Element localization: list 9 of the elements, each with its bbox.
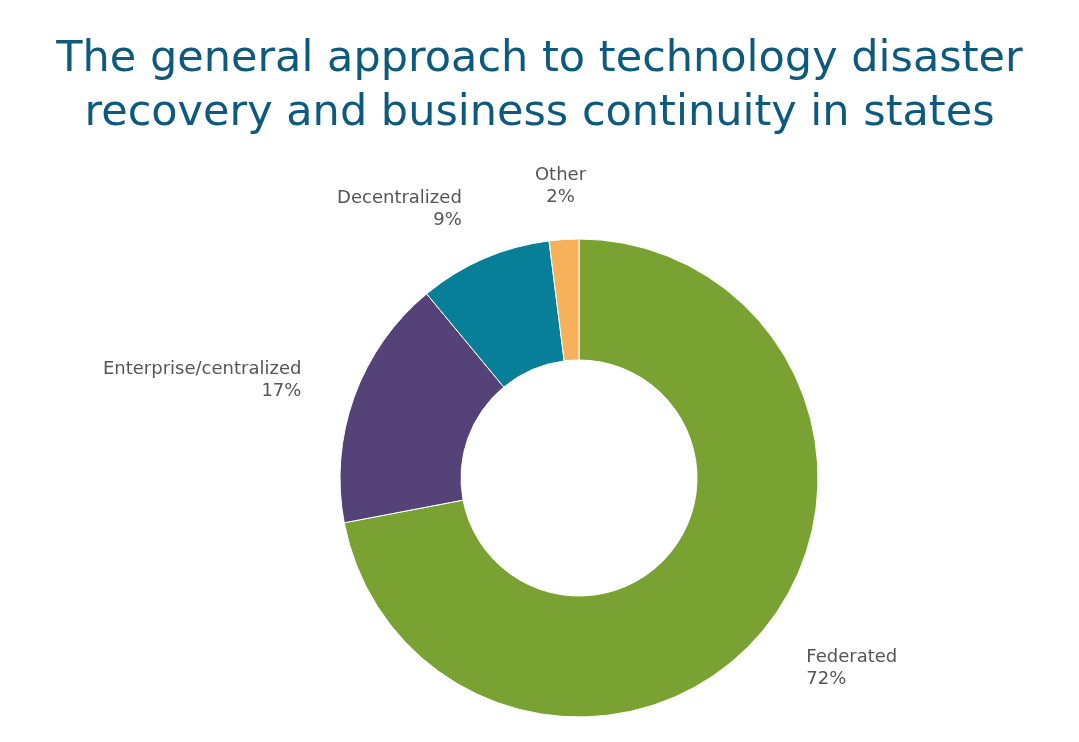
data-label: 9%: [433, 208, 462, 230]
slice-label: Decentralized: [337, 186, 462, 208]
slice-label: Enterprise/centralized: [102, 357, 302, 379]
chart-title: The general approach to technology disaster recovery and business continuity in states: [55, 30, 1024, 137]
data-label: 72%: [806, 667, 847, 689]
data-label: 2%: [546, 184, 575, 206]
data-label: 17%: [261, 379, 302, 401]
slice-label: Other: [534, 162, 587, 184]
slice-label: Federated: [806, 645, 898, 667]
